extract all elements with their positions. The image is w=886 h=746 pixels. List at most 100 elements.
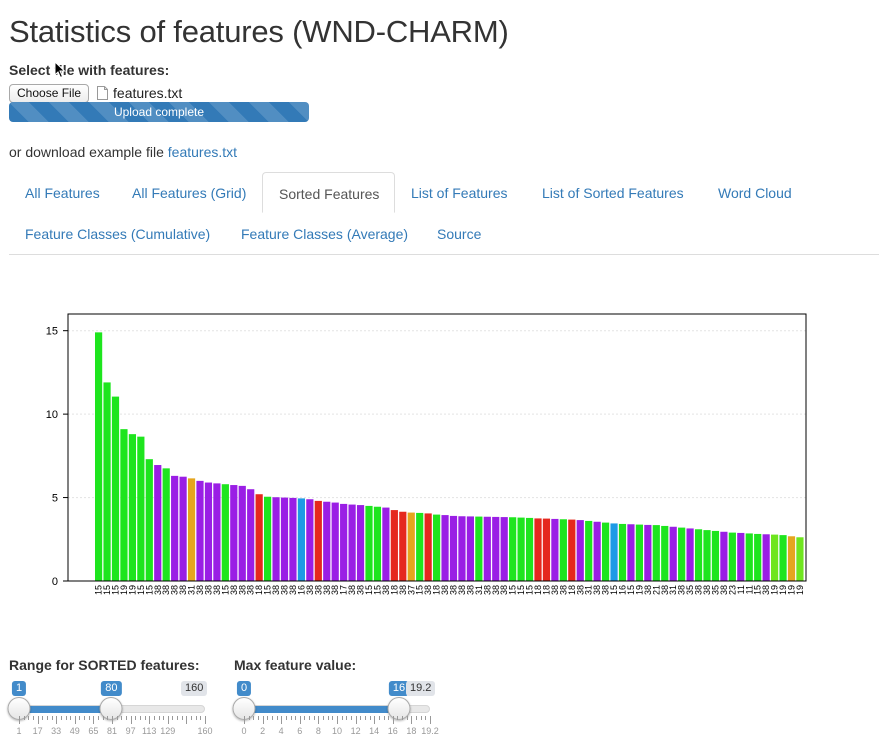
- max-value-slider-tick: [337, 716, 338, 724]
- tab-word-cloud[interactable]: Word Cloud: [718, 185, 792, 201]
- tab-sorted-features[interactable]: Sorted Features: [262, 172, 396, 213]
- x-tick-label: 38: [237, 585, 247, 595]
- x-tick-label: 38: [161, 585, 171, 595]
- max-value-slider-tick: [318, 716, 320, 724]
- x-tick-label: 18: [533, 585, 543, 595]
- bar: [669, 526, 677, 581]
- bar: [297, 498, 305, 581]
- bar: [264, 496, 272, 581]
- range-slider-minor-tick: [65, 716, 67, 720]
- max-value-slider-tick-label: 14: [369, 726, 380, 736]
- range-slider-tick-label: 65: [88, 726, 99, 736]
- bar: [213, 483, 221, 581]
- choose-file-button[interactable]: Choose File: [9, 83, 90, 103]
- range-slider-minor-tick: [125, 716, 127, 720]
- range-slider-tick: [186, 716, 188, 724]
- max-value-slider-minor-tick: [416, 716, 418, 720]
- x-tick-label: 38: [457, 585, 467, 595]
- x-tick-label: 15: [516, 585, 526, 595]
- tab-list-of-sorted-features[interactable]: List of Sorted Features: [542, 185, 684, 201]
- x-tick-label: 38: [347, 585, 357, 595]
- bar: [314, 500, 322, 581]
- bar: [424, 513, 432, 581]
- max-value-slider-max-badge: 19.2: [406, 681, 436, 696]
- bar: [171, 475, 179, 581]
- x-tick-label: 18: [254, 585, 264, 595]
- range-slider-max-badge: 160: [181, 681, 208, 696]
- range-slider-selected-bar: [19, 706, 112, 713]
- bar: [103, 382, 111, 581]
- bar: [644, 524, 652, 581]
- max-value-slider-minor-tick: [327, 716, 329, 720]
- x-tick-label: 15: [609, 585, 619, 595]
- max-value-slider-minor-tick: [425, 716, 427, 720]
- tab-all-features[interactable]: All Features: [25, 185, 100, 201]
- max-value-slider[interactable]: 0 16 19.2 0 2 4 6 8 10 12 14 16 18 19.2: [232, 678, 439, 742]
- example-file-link[interactable]: features.txt: [167, 144, 238, 160]
- tab-feature-classes-cumulative[interactable]: Feature Classes (Cumulative): [25, 226, 211, 242]
- range-slider-minor-tick: [23, 716, 25, 720]
- range-slider-minor-tick: [42, 716, 44, 720]
- tab-bar: All Features All Features (Grid) Sorted …: [9, 172, 879, 255]
- range-slider-tick: [149, 716, 151, 724]
- bar: [602, 522, 610, 581]
- max-value-slider-tick-label: 6: [297, 726, 303, 736]
- download-example-line: or download example file features.txt: [9, 144, 237, 160]
- bar: [754, 533, 762, 581]
- max-value-slider-minor-tick: [276, 716, 278, 720]
- range-slider-tick-label: 33: [51, 726, 62, 736]
- max-value-slider-to-handle[interactable]: [387, 697, 411, 720]
- bar: [365, 505, 373, 581]
- bar: [585, 520, 593, 581]
- range-slider-minor-tick: [79, 716, 81, 720]
- tab-all-features-grid[interactable]: All Features (Grid): [132, 185, 247, 201]
- x-tick-label: 38: [719, 585, 729, 595]
- max-value-slider-minor-tick: [309, 716, 311, 720]
- bar: [678, 527, 686, 581]
- x-tick-label: 15: [111, 585, 121, 595]
- bar: [576, 520, 584, 581]
- max-value-slider-minor-tick: [341, 716, 343, 720]
- max-value-slider-tick: [430, 716, 431, 724]
- range-slider-minor-tick: [88, 716, 90, 720]
- bar: [162, 468, 170, 581]
- tab-feature-classes-average[interactable]: Feature Classes (Average): [241, 226, 409, 242]
- max-value-slider-tick-label: 2: [260, 726, 266, 736]
- bar: [179, 476, 187, 581]
- bar: [145, 459, 153, 581]
- bar: [542, 518, 551, 581]
- x-tick-label: 15: [94, 585, 104, 595]
- range-slider-minor-tick: [191, 716, 193, 720]
- bar: [238, 485, 246, 581]
- x-tick-label: 21: [651, 585, 661, 595]
- bar: [128, 434, 136, 581]
- bar: [618, 523, 627, 581]
- x-tick-label: 15: [508, 585, 518, 595]
- range-slider-tick-label: 129: [160, 726, 176, 736]
- tab-list-of-features[interactable]: List of Features: [411, 185, 508, 201]
- bar: [272, 497, 280, 581]
- bar: [610, 523, 618, 581]
- x-tick-label: 16: [618, 585, 628, 595]
- max-value-slider-minor-tick: [397, 716, 399, 720]
- range-slider-minor-tick: [28, 716, 30, 720]
- max-value-slider-minor-tick: [257, 716, 259, 720]
- range-slider[interactable]: 1 80 160 1 17 33 49 65 81 97 113 129 160: [7, 678, 213, 742]
- x-tick-label: 38: [203, 585, 213, 595]
- bar: [382, 507, 390, 581]
- bar: [525, 517, 534, 581]
- bar: [289, 497, 297, 581]
- range-slider-minor-tick: [84, 716, 86, 720]
- bar: [348, 504, 356, 581]
- x-tick-label: 15: [102, 585, 112, 595]
- max-value-slider-minor-tick: [271, 716, 273, 720]
- tab-source[interactable]: Source: [437, 226, 482, 242]
- x-tick-label: 19: [787, 585, 797, 595]
- bar: [120, 429, 128, 581]
- x-tick-label: 38: [550, 585, 560, 595]
- max-value-slider-tick-label: 16: [387, 726, 398, 736]
- max-value-slider-minor-tick: [346, 716, 348, 720]
- bar: [306, 499, 314, 581]
- range-slider-to-handle[interactable]: [99, 697, 123, 720]
- max-value-slider-minor-tick: [350, 716, 352, 720]
